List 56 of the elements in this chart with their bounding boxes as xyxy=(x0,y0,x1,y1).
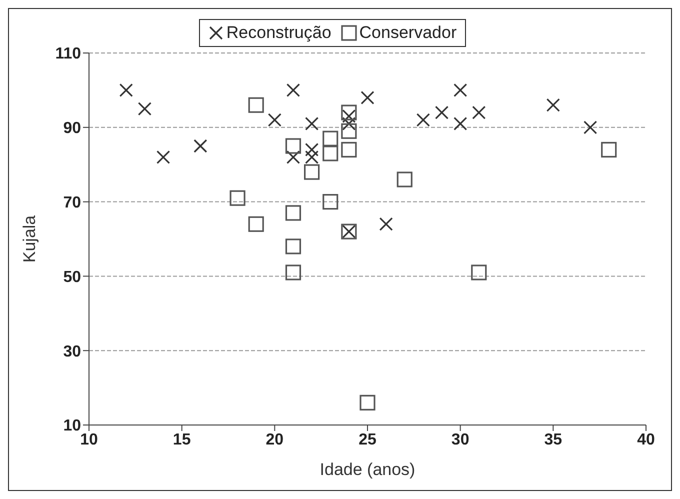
point xyxy=(396,172,412,188)
point xyxy=(322,146,338,162)
x-tick-label: 30 xyxy=(451,431,470,448)
y-tick-label: 90 xyxy=(63,120,82,138)
point xyxy=(584,120,598,134)
point xyxy=(285,264,302,280)
point xyxy=(454,116,468,130)
point xyxy=(342,116,356,130)
y-tick-label: 10 xyxy=(63,418,82,435)
y-tick-label: 30 xyxy=(63,343,82,360)
point xyxy=(286,150,300,164)
point xyxy=(248,216,264,232)
point xyxy=(341,123,357,139)
x-tick-label: 10 xyxy=(80,431,98,448)
point xyxy=(138,102,152,116)
point xyxy=(194,139,208,153)
point xyxy=(601,142,617,158)
point xyxy=(305,150,319,164)
point xyxy=(119,83,133,97)
point xyxy=(360,394,376,410)
point xyxy=(342,109,356,124)
point xyxy=(304,164,320,180)
point xyxy=(546,98,560,112)
point xyxy=(156,150,170,164)
point xyxy=(305,142,319,157)
point xyxy=(360,90,374,104)
legend-label: Conservador xyxy=(358,23,457,43)
point xyxy=(285,138,302,154)
y-tick-label: 50 xyxy=(63,268,82,286)
x-tick-label: 20 xyxy=(266,431,284,448)
x-tick-label: 15 xyxy=(172,431,191,448)
point xyxy=(416,113,430,127)
y-axis-title: Kujala xyxy=(20,214,40,263)
point xyxy=(286,83,300,97)
point xyxy=(248,97,264,113)
point xyxy=(230,190,246,206)
point xyxy=(285,238,302,254)
x-tick-label: 25 xyxy=(358,431,376,448)
y-tick-label: 110 xyxy=(55,46,82,63)
x-axis-title: Idade (anos) xyxy=(320,460,416,479)
point xyxy=(341,104,357,120)
point xyxy=(379,217,393,231)
point xyxy=(472,106,486,120)
point xyxy=(341,142,357,158)
point xyxy=(322,130,338,146)
legend-label: Reconstrução xyxy=(225,23,332,43)
y-tick-label: 70 xyxy=(63,194,82,212)
point xyxy=(305,116,319,130)
x-tick-label: 35 xyxy=(544,431,562,448)
point xyxy=(454,83,468,97)
point xyxy=(322,194,338,210)
x-tick-label: 40 xyxy=(637,431,655,448)
point xyxy=(268,113,282,127)
point xyxy=(434,106,449,120)
point xyxy=(471,264,487,280)
point xyxy=(285,205,302,221)
